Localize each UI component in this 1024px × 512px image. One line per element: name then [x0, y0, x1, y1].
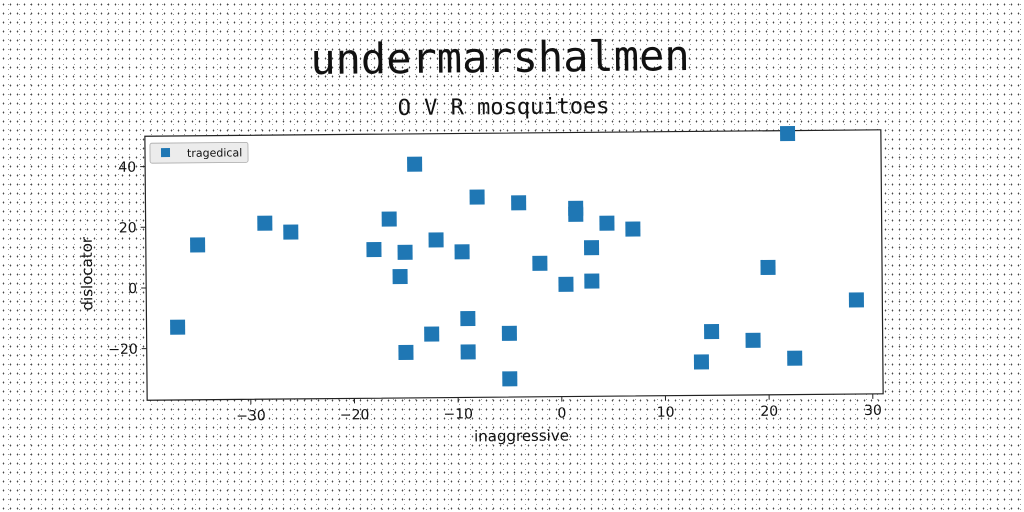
chart-title: O V R mosquitoes [398, 94, 610, 121]
x-tick-label: −30 [236, 408, 266, 424]
data-point-16 [501, 325, 517, 341]
data-point-2 [257, 215, 273, 231]
x-axis-label: inaggressive [474, 427, 569, 446]
legend-box [149, 141, 249, 164]
y-tick-label: 0 [128, 281, 137, 297]
data-point-32 [787, 350, 803, 366]
data-point-25 [599, 215, 615, 231]
y-tick-label: 20 [119, 220, 137, 236]
x-tick-label: 0 [557, 406, 566, 422]
y-axis-label: dislocator [78, 236, 97, 311]
figure-suptitle: undermarshalmen [310, 31, 690, 84]
data-point-29 [745, 332, 761, 348]
x-tick-label: 20 [760, 404, 778, 420]
data-point-12 [454, 244, 470, 260]
data-point-31 [779, 126, 796, 142]
x-tick-label: 10 [657, 405, 675, 421]
plot-area [144, 129, 884, 401]
data-point-28 [704, 324, 720, 340]
y-axis-ticks: −20 0 20 40 [108, 160, 147, 358]
data-point-10 [424, 326, 440, 342]
data-point-7 [397, 244, 413, 260]
data-points [170, 126, 864, 387]
data-point-26 [625, 221, 641, 237]
data-point-18 [511, 195, 527, 211]
data-point-22 [568, 206, 584, 222]
y-tick-label: 40 [118, 160, 136, 176]
data-point-4 [366, 241, 382, 258]
data-point-24 [584, 273, 600, 289]
data-point-6 [392, 269, 408, 285]
data-point-30 [760, 259, 776, 275]
legend-marker-square [160, 148, 171, 158]
data-point-5 [381, 211, 397, 227]
data-point-0 [170, 319, 186, 335]
data-point-3 [283, 224, 299, 240]
x-axis-ticks: −30 −20 −10 0 10 20 30 [236, 393, 882, 424]
legend: tragedical [149, 141, 249, 164]
data-point-23 [583, 240, 600, 256]
x-tick-label: −20 [340, 407, 370, 423]
data-point-1 [190, 237, 206, 253]
y-tick-label: −20 [108, 342, 138, 358]
x-tick-label: −10 [443, 406, 473, 422]
data-point-13 [460, 344, 476, 360]
data-point-20 [558, 276, 574, 292]
data-point-17 [502, 371, 518, 387]
data-point-27 [693, 354, 710, 370]
data-point-11 [428, 232, 444, 248]
data-point-19 [532, 255, 548, 271]
data-point-15 [469, 189, 485, 205]
data-point-14 [460, 310, 476, 327]
x-tick-label: 30 [864, 403, 882, 419]
data-point-9 [407, 156, 423, 172]
legend-entry-label: tragedical [187, 146, 242, 159]
data-point-8 [398, 344, 414, 361]
data-point-33 [848, 292, 864, 308]
plot-group: O V R mosquitoes −30 −20 −10 0 10 20 30 −20 0 20… [78, 94, 884, 446]
